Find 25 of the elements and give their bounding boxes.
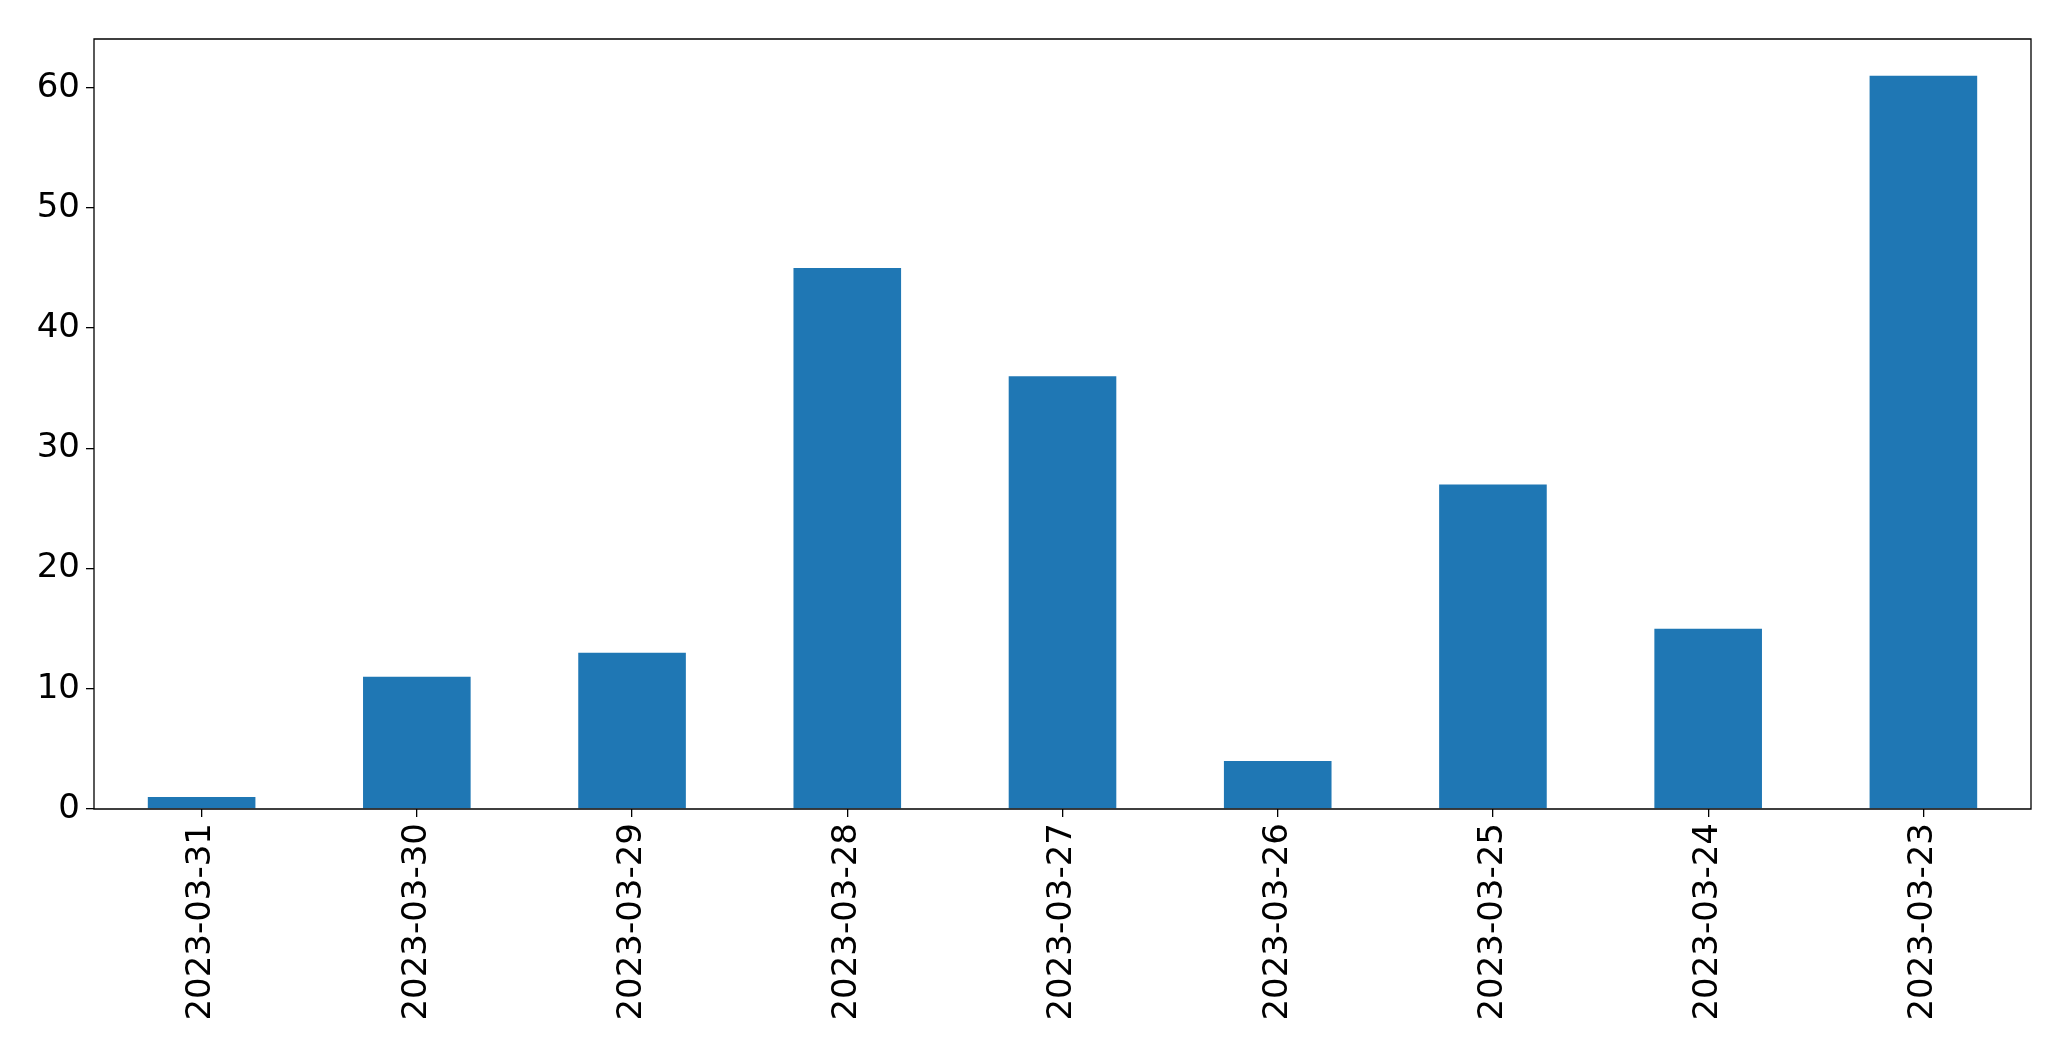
x-tick-label: 2023-03-24 [1684, 823, 1725, 1021]
bar [1654, 628, 1762, 809]
x-tick-label: 2023-03-30 [393, 823, 434, 1021]
y-tick-label: 50 [36, 184, 80, 225]
bar [363, 676, 471, 809]
bar [578, 652, 686, 809]
x-tick-label: 2023-03-29 [608, 823, 649, 1021]
bar [147, 796, 256, 809]
bar [1869, 75, 1978, 809]
x-tick-label: 2023-03-27 [1039, 823, 1080, 1021]
y-tick-label: 0 [58, 785, 80, 826]
x-tick-label: 2023-03-28 [824, 823, 865, 1021]
x-tick-label: 2023-03-31 [178, 823, 219, 1021]
bar [1439, 484, 1547, 809]
x-tick-label: 2023-03-26 [1254, 823, 1295, 1021]
bar [1008, 376, 1117, 809]
y-tick-label: 60 [36, 64, 80, 105]
bar [1223, 760, 1332, 809]
y-tick-label: 20 [36, 545, 80, 586]
x-tick-label: 2023-03-23 [1900, 823, 1941, 1021]
y-tick-label: 10 [36, 665, 80, 706]
y-tick-label: 40 [36, 304, 80, 345]
x-tick-label: 2023-03-25 [1469, 823, 1510, 1021]
bar [793, 268, 902, 809]
y-tick-label: 30 [36, 425, 80, 466]
